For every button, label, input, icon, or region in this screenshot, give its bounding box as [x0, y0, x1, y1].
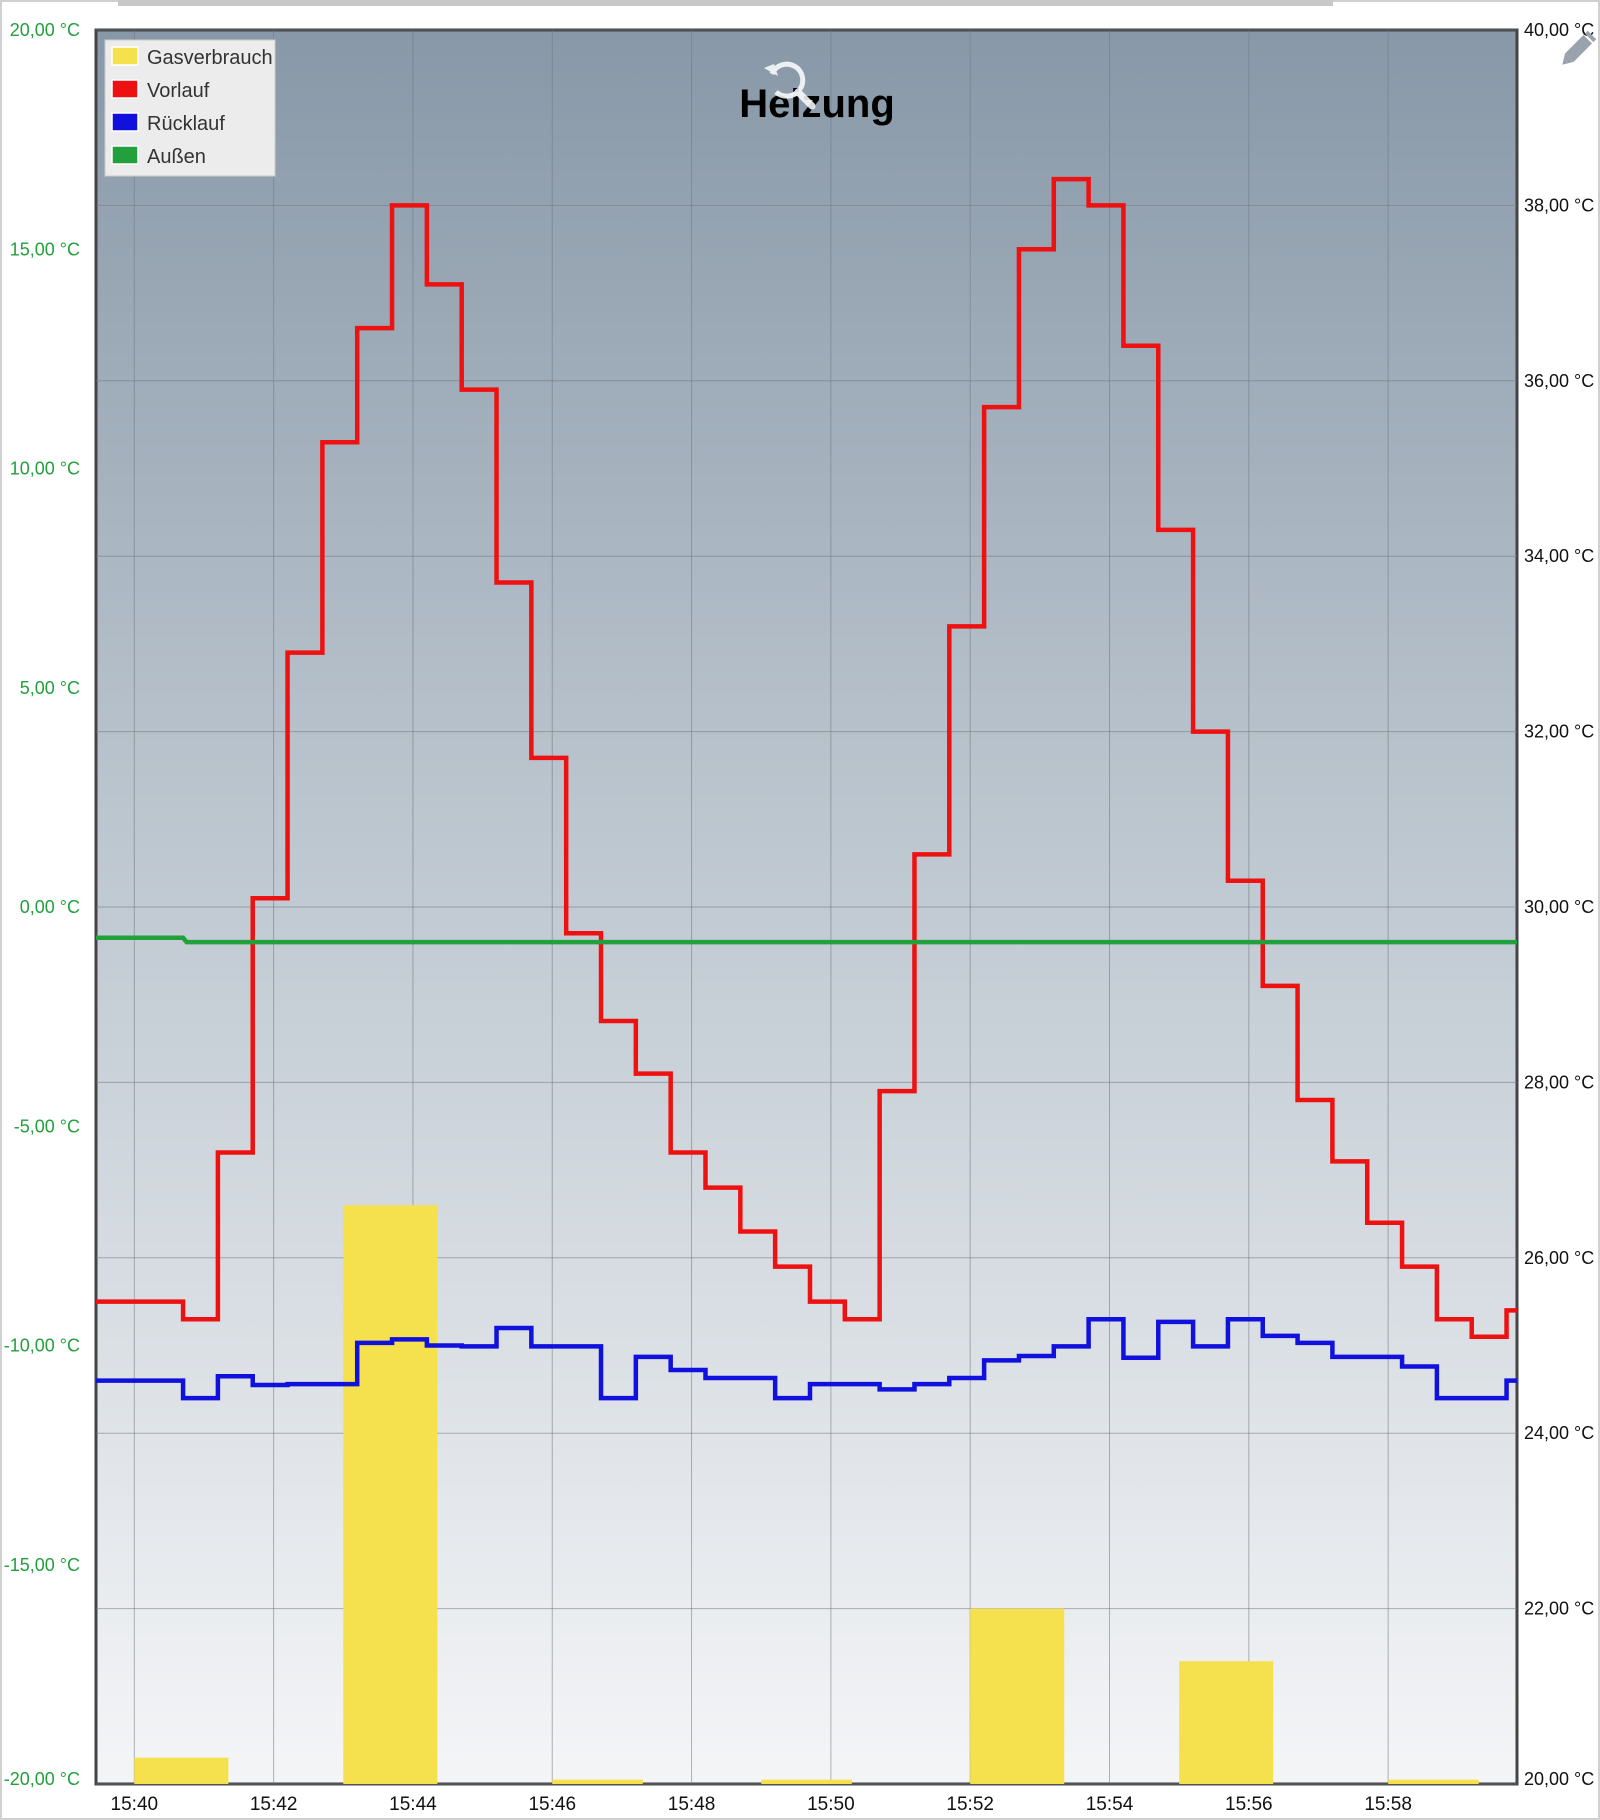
series-line-ruecklauf: [96, 1316, 1517, 1401]
y-right-tick-label: 22,00 °C: [1524, 1599, 1594, 1619]
series-line-aussen: [96, 935, 1517, 945]
bar-gasverbrauch: [970, 1608, 1065, 1784]
legend-item-ruecklauf[interactable]: Rücklauf: [111, 112, 225, 135]
y-right-tick-label: 26,00 °C: [1524, 1248, 1594, 1268]
bar-gasverbrauch: [761, 1779, 852, 1784]
y-right-tick-label: 34,00 °C: [1524, 546, 1594, 566]
x-tick-label: 15:52: [946, 1794, 994, 1815]
x-tick-label: 15:46: [528, 1794, 576, 1815]
series-lines: [96, 176, 1517, 1401]
legend-swatch: [111, 46, 139, 66]
legend-item-vorlauf[interactable]: Vorlauf: [111, 79, 210, 102]
legend: Gasverbrauch Vorlauf Rücklauf Außen: [104, 39, 276, 177]
x-tick-label: 15:40: [111, 1794, 159, 1815]
y-left-tick-label: -10,00 °C: [4, 1336, 80, 1356]
x-tick-label: 15:44: [389, 1794, 437, 1815]
y-left-tick-label: 20,00 °C: [10, 20, 80, 40]
x-tick-label: 15:42: [250, 1794, 298, 1815]
y-left-tick-label: 15,00 °C: [10, 239, 80, 259]
legend-swatch: [111, 79, 139, 99]
x-tick-label: 15:48: [668, 1794, 716, 1815]
gas-bars: [134, 1205, 1479, 1784]
y-right-tick-label: 38,00 °C: [1524, 195, 1594, 215]
reset-zoom-icon[interactable]: [764, 61, 816, 110]
y-left-tick-label: -5,00 °C: [14, 1116, 80, 1136]
y-right-tick-label: 32,00 °C: [1524, 722, 1594, 742]
legend-label: Vorlauf: [147, 80, 210, 102]
y-left-tick-label: -15,00 °C: [4, 1555, 80, 1575]
y-right-tick-label: 36,00 °C: [1524, 371, 1594, 391]
bar-gasverbrauch: [1388, 1779, 1479, 1784]
bar-gasverbrauch: [552, 1779, 643, 1784]
y-left-tick-label: 5,00 °C: [20, 678, 80, 698]
axis-ticks: 20,00 °C 15,00 °C 10,00 °C 5,00 °C 0,00 °C -5…: [4, 20, 1595, 1815]
legend-item-aussen[interactable]: Außen: [111, 145, 206, 168]
legend-swatch: [111, 112, 139, 132]
bar-gasverbrauch: [134, 1757, 229, 1784]
legend-label: Rücklauf: [147, 113, 225, 135]
x-tick-label: 15:58: [1364, 1794, 1412, 1815]
legend-item-gasverbrauch[interactable]: Gasverbrauch: [111, 46, 273, 69]
y-right-tick-label: 30,00 °C: [1524, 897, 1594, 917]
bar-gasverbrauch: [1179, 1661, 1274, 1784]
y-right-tick-label: 28,00 °C: [1524, 1072, 1594, 1092]
bar-gasverbrauch: [343, 1205, 438, 1784]
x-tick-label: 15:50: [807, 1794, 855, 1815]
legend-label: Gasverbrauch: [147, 47, 273, 69]
top-scrollbar[interactable]: [118, 0, 1333, 6]
legend-label: Außen: [147, 146, 206, 168]
x-tick-label: 15:54: [1086, 1794, 1134, 1815]
legend-swatch: [111, 145, 139, 165]
series-line-vorlauf: [96, 176, 1517, 1339]
y-left-tick-label: 10,00 °C: [10, 459, 80, 479]
y-right-tick-label: 24,00 °C: [1524, 1423, 1594, 1443]
y-left-tick-label: 0,00 °C: [20, 897, 80, 917]
edit-pencil-icon[interactable]: [1558, 30, 1597, 69]
chart-title: Heizung: [739, 82, 895, 126]
y-left-tick-label: -20,00 °C: [4, 1769, 80, 1789]
grid: [96, 29, 1517, 1785]
y-right-tick-label: 40,00 °C: [1524, 20, 1594, 40]
x-tick-label: 15:56: [1225, 1794, 1273, 1815]
y-right-tick-label: 20,00 °C: [1524, 1769, 1594, 1789]
